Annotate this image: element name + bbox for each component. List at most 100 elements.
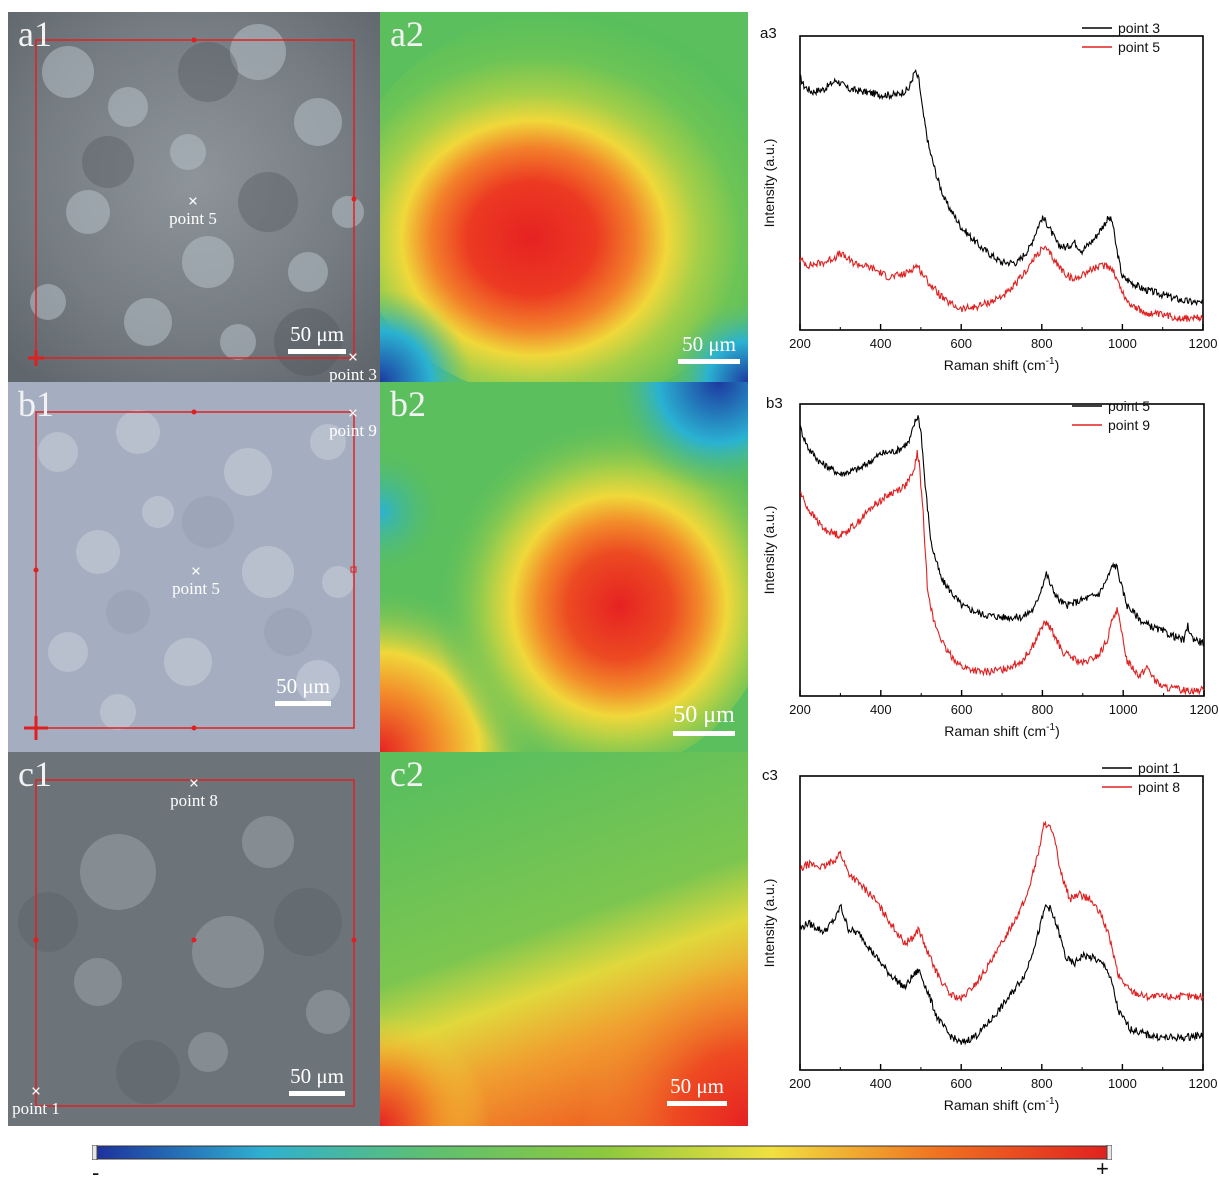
marker-label: point 1 bbox=[12, 1099, 60, 1118]
plot-frame bbox=[799, 35, 1204, 331]
x-tick-label: 400 bbox=[870, 702, 892, 717]
x-axis-label-end: ) bbox=[1055, 723, 1060, 739]
point-marker-c1-point-1: × point 1 bbox=[12, 1082, 60, 1119]
series-line-point-5 bbox=[799, 415, 1205, 647]
marker-symbol: × bbox=[347, 403, 359, 423]
x-axis-label-main: Raman shift (cm bbox=[944, 357, 1046, 373]
panel-label-a2: a2 bbox=[390, 14, 424, 54]
marker-label: point 5 bbox=[172, 579, 220, 598]
heatmap-b2-field bbox=[380, 382, 748, 752]
y-axis-label: Intensity (a.u.) bbox=[761, 879, 777, 968]
marker-symbol: × bbox=[190, 561, 202, 581]
spectrum-chart-c3-svg: c3 200 400 600 800 1000 1200 Raman shift (cm-1… bbox=[761, 760, 1217, 1113]
x-axis-label-sup: -1 bbox=[1046, 722, 1055, 733]
x-axis-label-sup: -1 bbox=[1046, 356, 1055, 367]
spectrum-chart-b3-svg: b3 200 400 600 800 1000 1200 Raman shift (cm-1… bbox=[761, 395, 1219, 739]
plot-frame bbox=[799, 775, 1204, 1071]
panel-label-b1: b1 bbox=[18, 384, 54, 424]
panel-label-b3: b3 bbox=[766, 395, 783, 412]
marker-label: point 5 bbox=[169, 209, 217, 228]
scale-bar-label: 50 μm bbox=[682, 332, 736, 356]
x-tick-label: 200 bbox=[789, 1076, 811, 1091]
x-axis-label: Raman shift (cm-1) bbox=[944, 1096, 1060, 1113]
micrograph-c1-texture bbox=[8, 752, 380, 1126]
scale-bar-line bbox=[288, 349, 346, 354]
point-marker-b1-point-5: × point 5 bbox=[172, 562, 220, 599]
y-axis-label: Intensity (a.u.) bbox=[761, 506, 777, 595]
scale-bar-c2: 50 μm bbox=[664, 1074, 730, 1106]
x-tick-label: 800 bbox=[1032, 702, 1054, 717]
heatmap-b2: b2 50 μm bbox=[380, 382, 748, 752]
plot-frame bbox=[799, 403, 1205, 697]
scale-bar-label: 50 μm bbox=[276, 674, 330, 698]
scale-bar-c1: 50 μm bbox=[284, 1064, 350, 1096]
spectrum-chart-a3-svg: a3 200 400 600 800 1000 1200 Raman shift (cm-1… bbox=[760, 20, 1218, 373]
scale-bar-b2: 50 μm bbox=[666, 702, 742, 736]
scale-bar-line bbox=[289, 1091, 345, 1096]
series-line-point-9 bbox=[799, 450, 1205, 696]
heatmap-c2: c2 50 μm bbox=[380, 752, 748, 1126]
legend-label: point 9 bbox=[1108, 417, 1150, 433]
heatmap-c2-field bbox=[380, 752, 748, 1126]
x-axis-label-main: Raman shift (cm bbox=[944, 723, 1046, 739]
x-axis-label: Raman shift (cm-1) bbox=[944, 722, 1060, 739]
spectrum-chart-b3: b3 200 400 600 800 1000 1200 Raman shift (cm-1… bbox=[752, 382, 1219, 752]
micrograph-a1: a1 × point 5 × point 3 50 μm bbox=[8, 12, 380, 382]
x-tick-label: 600 bbox=[951, 702, 973, 717]
x-axis-label-end: ) bbox=[1055, 1097, 1060, 1113]
marker-label: point 9 bbox=[329, 421, 377, 440]
point-marker-a1-point-3: × point 3 bbox=[329, 348, 377, 382]
point-marker-b1-point-9: × point 9 bbox=[329, 404, 377, 441]
x-tick-label: 200 bbox=[789, 336, 811, 351]
spectrum-chart-a3: a3 200 400 600 800 1000 1200 Raman shift (cm-1… bbox=[752, 12, 1219, 382]
panel-label-b2: b2 bbox=[390, 384, 426, 424]
scale-bar-line bbox=[667, 1101, 727, 1106]
x-tick-label: 1200 bbox=[1189, 336, 1218, 351]
x-tick-label: 200 bbox=[789, 702, 811, 717]
x-tick-label: 1000 bbox=[1108, 336, 1137, 351]
x-tick-label: 1200 bbox=[1190, 702, 1219, 717]
marker-symbol: × bbox=[30, 1081, 42, 1101]
heatmap-a2: a2 50 μm bbox=[380, 12, 748, 382]
scale-bar-line bbox=[678, 359, 740, 364]
x-tick-label: 800 bbox=[1031, 336, 1053, 351]
intensity-colorbar bbox=[92, 1145, 1112, 1160]
scale-bar-label: 50 μm bbox=[673, 702, 735, 728]
point-marker-c1-point-8: × point 8 bbox=[170, 774, 218, 811]
marker-symbol: × bbox=[187, 191, 199, 211]
panel-label-a3: a3 bbox=[760, 25, 777, 42]
micrograph-a1-texture bbox=[8, 12, 380, 382]
x-tick-label: 800 bbox=[1031, 1076, 1053, 1091]
x-axis-label: Raman shift (cm-1) bbox=[944, 356, 1060, 373]
micrograph-b1: b1 × point 9 × point 5 50 μm bbox=[8, 382, 380, 752]
x-tick-label: 400 bbox=[870, 1076, 892, 1091]
x-tick-label: 600 bbox=[950, 1076, 972, 1091]
micrograph-c1: c1 × point 8 × point 1 50 μm bbox=[8, 752, 380, 1126]
scale-bar-label: 50 μm bbox=[670, 1074, 724, 1098]
series-line-point-1 bbox=[799, 903, 1204, 1046]
x-axis-label-sup: -1 bbox=[1046, 1096, 1055, 1107]
x-axis-label-end: ) bbox=[1055, 357, 1060, 373]
panel-label-a1: a1 bbox=[18, 14, 52, 54]
x-tick-label: 1000 bbox=[1109, 702, 1138, 717]
point-marker-a1-point-5: × point 5 bbox=[169, 192, 217, 229]
panel-label-c2: c2 bbox=[390, 754, 424, 794]
marker-label: point 8 bbox=[170, 791, 218, 810]
marker-symbol: × bbox=[188, 773, 200, 793]
colorbar-min-label: - bbox=[92, 1160, 100, 1185]
marker-label: point 3 bbox=[329, 365, 377, 382]
y-axis-label: Intensity (a.u.) bbox=[761, 139, 777, 228]
x-tick-label: 600 bbox=[950, 336, 972, 351]
scale-bar-a1: 50 μm bbox=[284, 322, 350, 354]
legend-label: point 3 bbox=[1118, 20, 1160, 36]
colorbar-max-label: + bbox=[1096, 1156, 1109, 1181]
marker-symbol: × bbox=[347, 347, 359, 367]
panel-label-c3: c3 bbox=[762, 767, 778, 784]
legend-label: point 1 bbox=[1138, 760, 1180, 776]
scale-bar-line bbox=[275, 701, 331, 706]
scale-bar-line bbox=[673, 731, 735, 736]
heatmap-a2-field bbox=[380, 12, 748, 382]
x-axis-label-main: Raman shift (cm bbox=[944, 1097, 1046, 1113]
legend-label: point 5 bbox=[1108, 398, 1150, 414]
scale-bar-b1: 50 μm bbox=[270, 674, 336, 706]
